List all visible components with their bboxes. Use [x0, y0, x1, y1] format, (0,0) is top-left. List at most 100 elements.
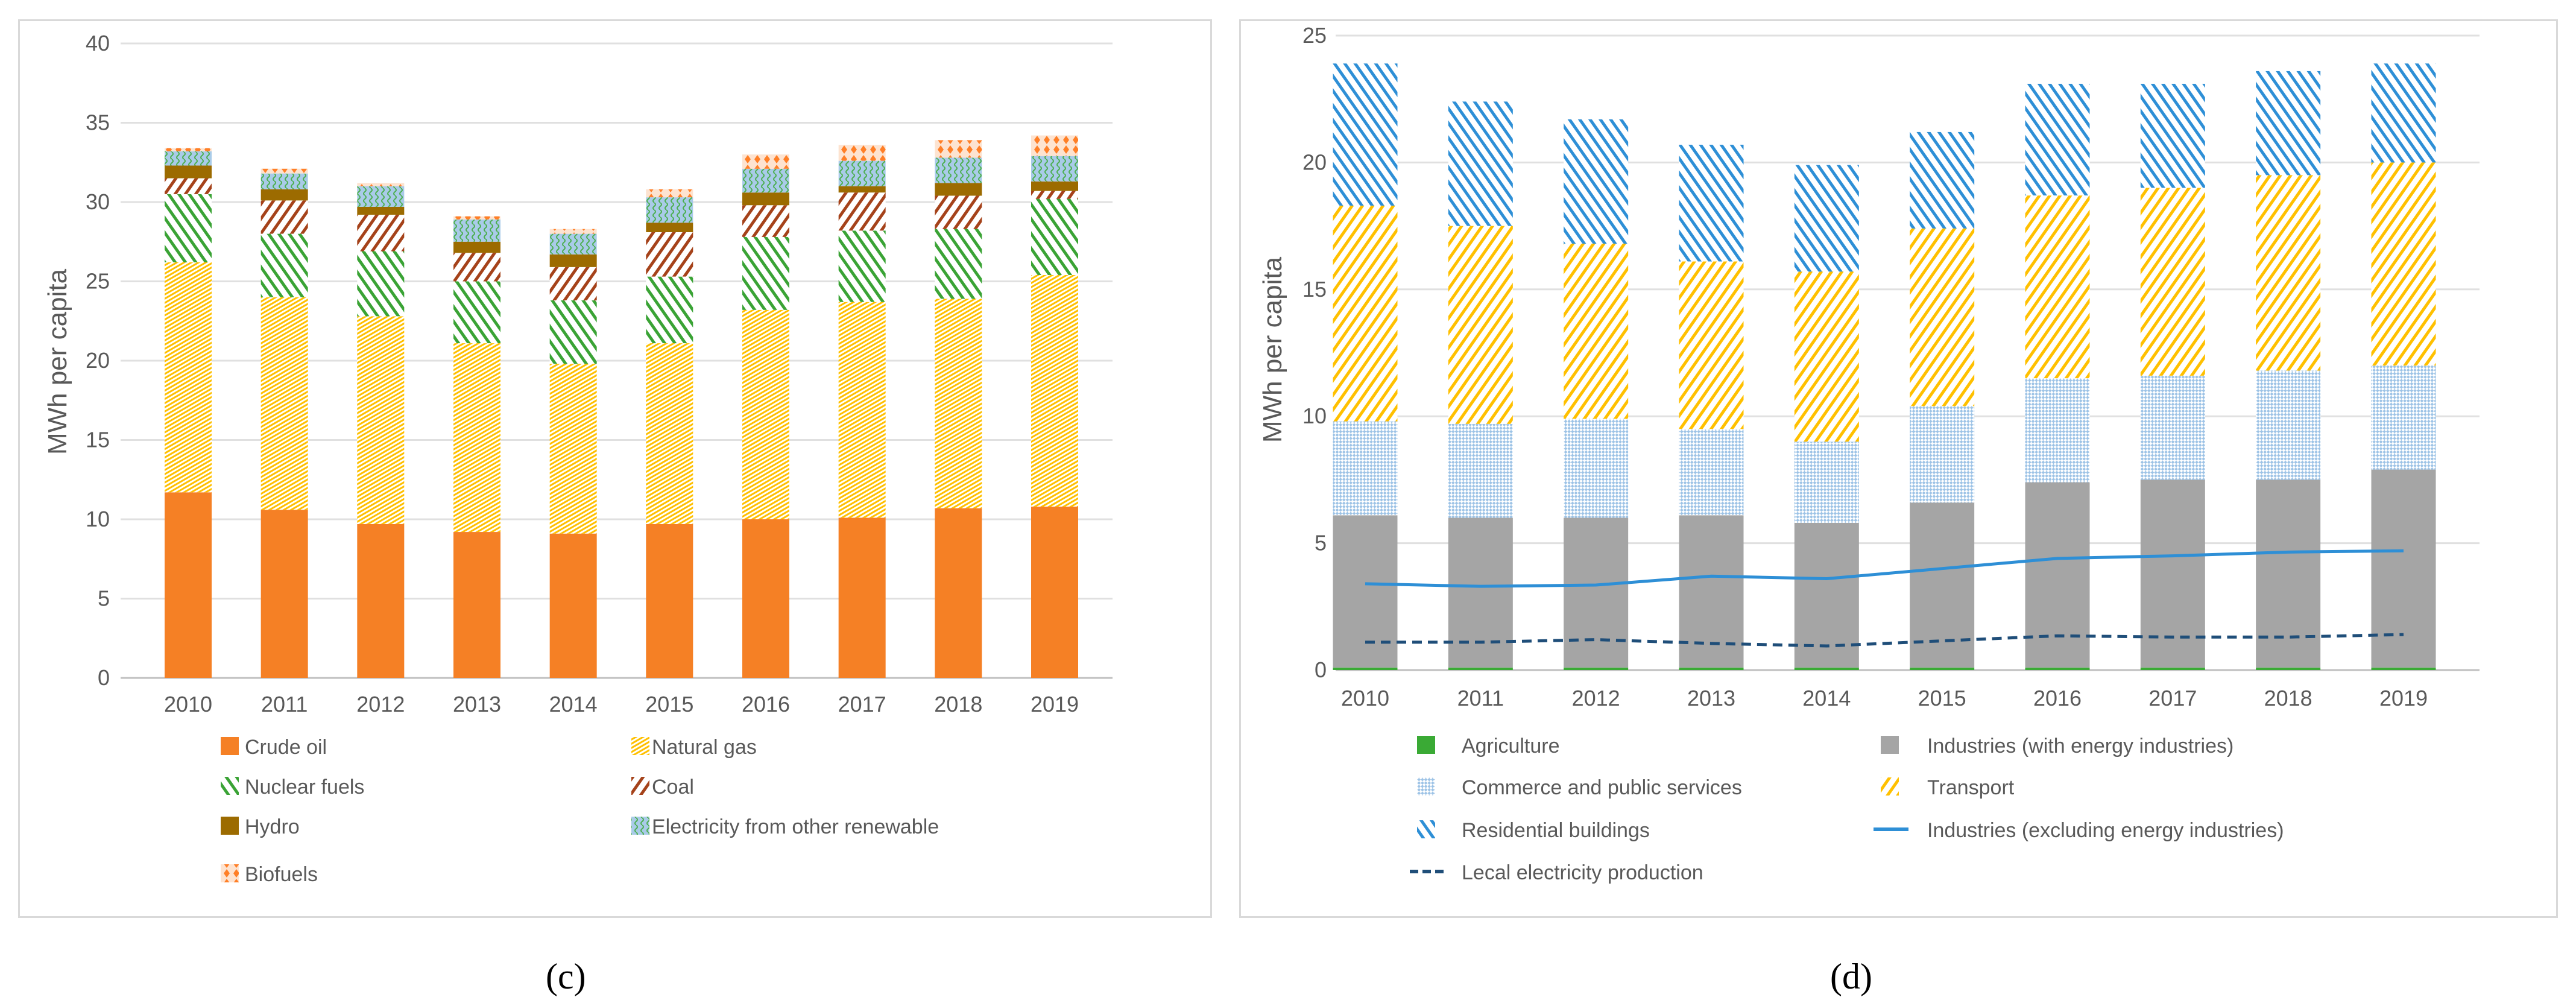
bar-segment-crude-oil-2016	[742, 519, 789, 678]
chart-panel-c	[18, 19, 1212, 918]
legend-swatch	[1417, 736, 1435, 754]
x-tick-label: 2019	[1031, 692, 1079, 717]
legend-swatch	[631, 817, 649, 835]
x-tick-label: 2013	[453, 692, 501, 717]
x-tick-label: 2015	[645, 692, 693, 717]
bar-segment-nuclear-fuels-2010	[165, 194, 212, 262]
bar-segment-natural-gas-2016	[742, 309, 789, 519]
bar-segment-natural-gas-2013	[453, 343, 500, 533]
bar-segment-hydro-2010	[165, 165, 212, 179]
y-axis-label: MWh per capita	[43, 268, 72, 455]
panel-label-d: (d)	[1830, 957, 1872, 996]
legend-label: Agriculture	[1462, 735, 1560, 758]
legend-swatch	[1417, 820, 1435, 838]
bar-segment-commerce-and-public-services-2010	[1333, 421, 1398, 516]
legend-label: Residential buildings	[1462, 819, 1650, 842]
x-tick-label: 2019	[2379, 686, 2428, 710]
bar-segment-commerce-and-public-services-2014	[1794, 441, 1859, 523]
bar-segment-industries-with-energy-industries--2016	[2025, 482, 2090, 668]
bar-segment-electricity-from-other-renewable-2011	[260, 173, 308, 189]
bar-segment-nuclear-fuels-2014	[549, 300, 597, 364]
bar-segment-crude-oil-2013	[453, 532, 500, 678]
bar-segment-agriculture-2018	[2256, 667, 2321, 670]
bar-segment-agriculture-2010	[1333, 667, 1398, 670]
bar-segment-transport-2019	[2371, 162, 2436, 366]
bar-segment-hydro-2014	[549, 254, 597, 267]
legend-swatch	[221, 737, 239, 755]
y-tick-label: 5	[98, 586, 110, 611]
x-tick-label: 2016	[742, 692, 790, 717]
bar-segment-biofuels-2017	[838, 145, 886, 161]
y-tick-label: 30	[86, 189, 110, 214]
bar-segment-natural-gas-2017	[838, 302, 886, 518]
bar-segment-crude-oil-2011	[260, 510, 308, 678]
bar-segment-residential-buildings-2014	[1794, 165, 1859, 272]
y-tick-label: 40	[86, 31, 110, 55]
bar-segment-agriculture-2012	[1564, 667, 1629, 670]
bar-segment-crude-oil-2019	[1031, 506, 1078, 678]
bar-segment-industries-with-energy-industries--2011	[1448, 517, 1513, 668]
bar-segment-electricity-from-other-renewable-2018	[935, 157, 982, 183]
x-tick-label: 2011	[1457, 686, 1504, 710]
x-tick-label: 2017	[838, 692, 886, 717]
bar-segment-coal-2011	[260, 200, 308, 234]
bar-segment-residential-buildings-2019	[2371, 63, 2436, 163]
legend-swatch	[1881, 736, 1899, 754]
legend-label: Electricity from other renewable	[652, 815, 939, 838]
bar-segment-biofuels-2014	[549, 229, 597, 234]
bar-segment-nuclear-fuels-2013	[453, 281, 500, 344]
bar-segment-coal-2019	[1031, 191, 1078, 199]
bar-segment-natural-gas-2014	[549, 364, 597, 534]
bar-segment-coal-2010	[165, 178, 212, 194]
bar-segment-biofuels-2010	[165, 148, 212, 151]
panel-label-c: (c)	[546, 957, 586, 996]
legend-label: Hydro	[245, 815, 300, 838]
bar-segment-natural-gas-2012	[357, 316, 405, 524]
bar-segment-agriculture-2016	[2025, 667, 2090, 670]
bar-segment-residential-buildings-2011	[1448, 101, 1513, 226]
bar-segment-coal-2016	[742, 205, 789, 237]
x-tick-label: 2018	[934, 692, 982, 717]
bar-segment-biofuels-2018	[935, 140, 982, 158]
bar-segment-residential-buildings-2015	[1910, 131, 1975, 229]
legend-swatch	[1881, 777, 1899, 796]
y-tick-label: 0	[98, 665, 110, 690]
bar-segment-crude-oil-2018	[935, 508, 982, 678]
bar-segment-residential-buildings-2016	[2025, 83, 2090, 196]
y-tick-label: 10	[1302, 403, 1327, 428]
bar-segment-residential-buildings-2013	[1679, 144, 1744, 262]
legend-swatch	[221, 864, 239, 882]
bar-segment-hydro-2019	[1031, 181, 1078, 191]
bar-segment-industries-with-energy-industries--2017	[2140, 479, 2205, 668]
x-tick-label: 2016	[2033, 686, 2082, 710]
bar-segment-natural-gas-2011	[260, 297, 308, 510]
y-tick-label: 15	[86, 428, 110, 452]
bar-segment-hydro-2013	[453, 241, 500, 253]
bar-segment-electricity-from-other-renewable-2013	[453, 219, 500, 242]
bar-segment-electricity-from-other-renewable-2015	[646, 197, 693, 223]
legend-swatch	[1417, 777, 1435, 796]
bar-segment-residential-buildings-2018	[2256, 71, 2321, 176]
bar-segment-commerce-and-public-services-2015	[1910, 406, 1975, 503]
legend-swatch	[221, 817, 239, 835]
x-tick-label: 2014	[1802, 686, 1851, 710]
bar-segment-hydro-2012	[357, 206, 405, 215]
line-industries-excluding-energy-industries-	[1365, 549, 2404, 588]
bar-segment-commerce-and-public-services-2011	[1448, 423, 1513, 518]
bar-segment-nuclear-fuels-2012	[357, 251, 405, 317]
bar-segment-commerce-and-public-services-2012	[1564, 419, 1629, 518]
bar-segment-hydro-2017	[838, 186, 886, 193]
bar-segment-crude-oil-2012	[357, 524, 405, 678]
legend-label: Industries (excluding energy industries)	[1927, 819, 2284, 842]
bar-segment-transport-2012	[1564, 244, 1629, 419]
bar-segment-transport-2016	[2025, 195, 2090, 379]
bar-segment-natural-gas-2019	[1031, 274, 1078, 507]
y-axis-label: MWh per capita	[1258, 256, 1287, 443]
bar-segment-electricity-from-other-renewable-2019	[1031, 156, 1078, 182]
y-tick-label: 20	[1302, 150, 1327, 174]
bar-segment-industries-with-energy-industries--2014	[1794, 522, 1859, 668]
legend-label: Nuclear fuels	[245, 776, 364, 799]
bar-segment-hydro-2016	[742, 192, 789, 206]
x-tick-label: 2010	[1341, 686, 1389, 710]
